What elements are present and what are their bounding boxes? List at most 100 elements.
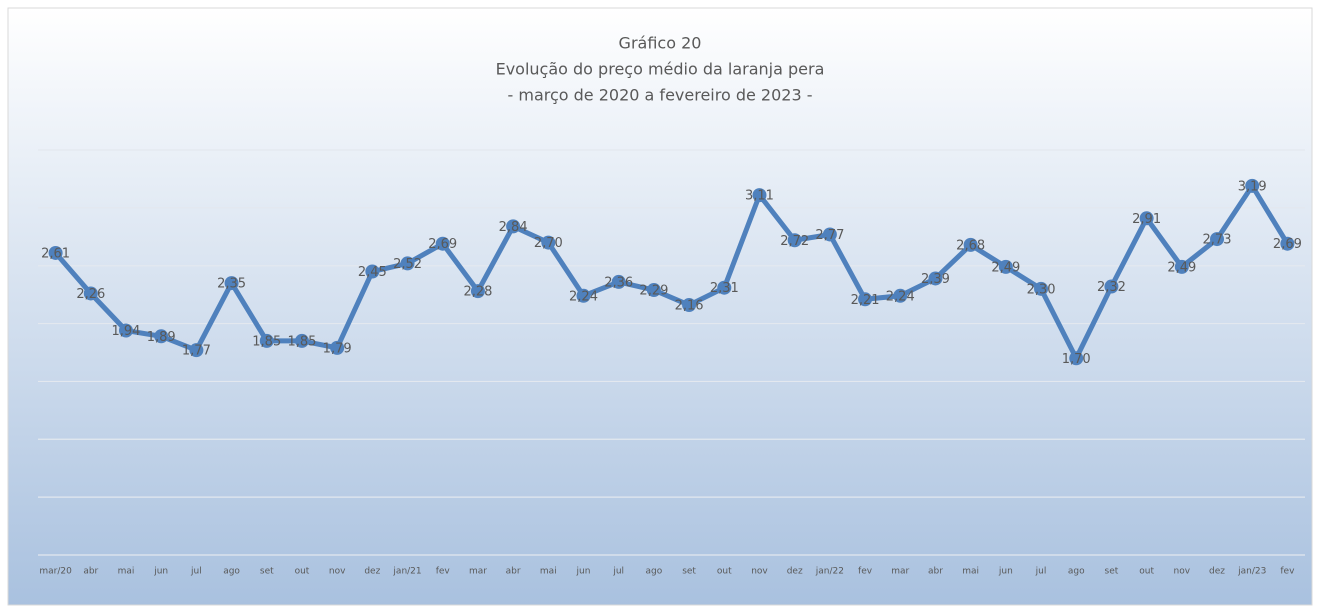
data-label: 1,94 — [112, 324, 141, 339]
x-tick-label: abr — [506, 567, 521, 577]
data-label: 2,70 — [534, 236, 563, 251]
x-tick-label: jul — [612, 567, 624, 577]
x-tick-label: set — [1105, 567, 1119, 577]
data-label: 2,61 — [41, 246, 70, 261]
x-tick-label: ago — [1068, 567, 1085, 577]
marker — [435, 236, 450, 251]
marker — [400, 256, 415, 271]
x-tick-label: jun — [998, 567, 1013, 577]
data-label: 1,89 — [147, 330, 176, 345]
x-tick-label: out — [717, 567, 732, 577]
chart-area — [7, 7, 1313, 606]
data-label: 2,21 — [851, 293, 880, 308]
x-tick-label: dez — [1209, 567, 1225, 577]
data-label: 1,70 — [1062, 352, 1091, 367]
marker — [1280, 236, 1295, 251]
marker — [259, 333, 274, 348]
x-tick-label: set — [260, 567, 274, 577]
chart-subtitle: - março de 2020 a fevereiro de 2023 - — [508, 86, 813, 105]
x-tick-label: abr — [928, 567, 943, 577]
marker — [118, 323, 133, 338]
data-label: 2,91 — [1132, 212, 1161, 227]
marker — [752, 188, 767, 203]
marker — [83, 286, 98, 301]
x-tick-label: fev — [436, 567, 451, 577]
data-label: 2,26 — [76, 287, 105, 302]
x-tick-label: dez — [787, 567, 803, 577]
data-label: 2,32 — [1097, 280, 1126, 295]
data-label: 2,69 — [428, 237, 457, 252]
data-label: 2,68 — [956, 238, 985, 253]
x-tick-label: out — [295, 567, 310, 577]
marker — [1245, 178, 1260, 193]
x-tick-label: ago — [223, 567, 240, 577]
data-label: 2,69 — [1273, 237, 1302, 252]
data-label: 2,49 — [991, 260, 1020, 275]
marker — [1034, 281, 1049, 296]
x-tick-label: jul — [190, 567, 202, 577]
data-label: 2,16 — [675, 299, 704, 314]
x-tick-label: nov — [329, 567, 346, 577]
marker — [998, 259, 1013, 274]
x-tick-label: mar — [469, 567, 487, 577]
marker — [858, 292, 873, 307]
data-label: 2,24 — [569, 289, 598, 304]
data-label: 1,79 — [323, 341, 352, 356]
x-tick-label: mar — [891, 567, 909, 577]
data-label: 2,39 — [921, 272, 950, 287]
x-tick-label: nov — [751, 567, 768, 577]
marker — [928, 271, 943, 286]
marker — [1104, 279, 1119, 294]
x-tick-label: jan/22 — [815, 567, 844, 577]
data-label: 2,73 — [1203, 233, 1232, 248]
x-tick-label: mar/20 — [39, 567, 72, 577]
data-label: 1,85 — [287, 334, 316, 349]
data-label: 2,28 — [463, 285, 492, 300]
x-tick-label: jun — [576, 567, 591, 577]
data-label: 3,19 — [1238, 179, 1267, 194]
data-label: 2,30 — [1027, 282, 1056, 297]
marker — [646, 283, 661, 298]
chart-subtitle: Evolução do preço médio da laranja pera — [496, 60, 825, 79]
marker — [1069, 351, 1084, 366]
data-label: 2,84 — [499, 220, 528, 235]
data-label: 2,77 — [815, 228, 844, 243]
line — [53, 183, 1290, 361]
marker — [365, 264, 380, 279]
marker — [822, 227, 837, 242]
data-label: 2,45 — [358, 265, 387, 280]
marker — [189, 343, 204, 358]
marker — [224, 276, 239, 291]
data-label: 2,35 — [217, 277, 246, 292]
marker — [1139, 211, 1154, 226]
data-label: 2,36 — [604, 275, 633, 290]
marker — [470, 284, 485, 299]
marker — [154, 329, 169, 344]
x-tick-label: out — [1139, 567, 1154, 577]
x-tick-label: ago — [646, 567, 663, 577]
x-tick-label: mai — [540, 567, 557, 577]
marker — [330, 340, 345, 355]
data-label: 2,49 — [1167, 260, 1196, 275]
x-tick-label: mai — [962, 567, 979, 577]
marker — [576, 288, 591, 303]
x-tick-label: abr — [83, 567, 98, 577]
data-label: 2,31 — [710, 281, 739, 296]
marker — [294, 333, 309, 348]
data-label: 2,72 — [780, 234, 809, 249]
data-label: 2,29 — [639, 284, 668, 299]
data-label: 3,11 — [745, 189, 774, 204]
x-tick-label: mai — [118, 567, 135, 577]
x-tick-label: dez — [364, 567, 380, 577]
x-tick-label: jan/23 — [1237, 567, 1266, 577]
chart-title: Gráfico 20 — [619, 34, 702, 53]
marker — [682, 298, 697, 313]
data-label: 2,52 — [393, 257, 422, 272]
x-tick-label: set — [682, 567, 696, 577]
x-tick-label: jul — [1035, 567, 1047, 577]
x-tick-label: jun — [153, 567, 168, 577]
x-tick-label: jan/21 — [392, 567, 421, 577]
marker — [963, 237, 978, 252]
marker — [1210, 232, 1225, 247]
